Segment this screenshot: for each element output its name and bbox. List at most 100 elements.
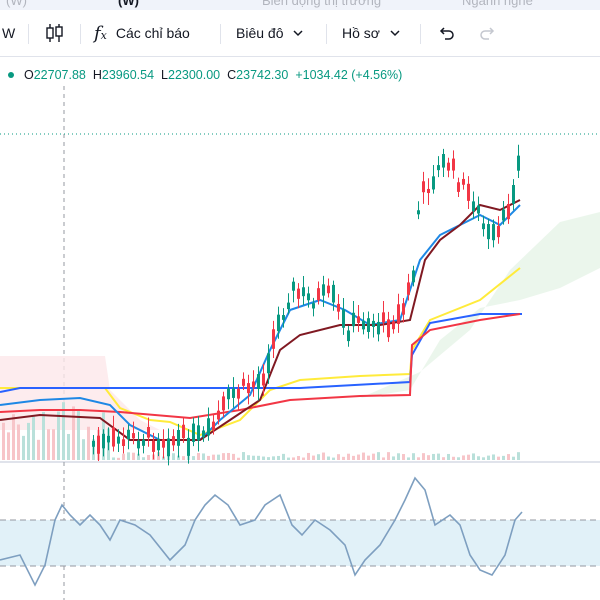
volume-bar (262, 456, 265, 460)
volume-bar (127, 452, 130, 460)
candle-body (307, 293, 310, 301)
rsi-line (0, 476, 523, 587)
volume-bar (382, 457, 385, 460)
candle-body (282, 315, 285, 320)
candle-body (457, 182, 460, 192)
volume-bar (352, 455, 355, 460)
volume-bar (222, 453, 225, 460)
high-key: H (92, 68, 102, 82)
volume-bar (147, 454, 150, 460)
chevron-down-icon (390, 30, 400, 37)
volume-bar (142, 457, 145, 460)
volume-bar (252, 455, 255, 460)
indicators-button[interactable]: fx Các chỉ báo (94, 10, 190, 56)
candle-body (342, 309, 345, 328)
candle-body (427, 188, 430, 194)
candle-body (252, 381, 255, 388)
volume-bar (412, 453, 415, 460)
volume-bar (477, 456, 480, 460)
toolbar-divider (326, 24, 327, 44)
lagging-span (0, 313, 521, 420)
volume-bar (192, 456, 195, 460)
volume-bar (42, 411, 45, 460)
candle-body (202, 430, 205, 438)
volume-bar (307, 452, 310, 460)
tab-left[interactable]: (W) (6, 0, 27, 8)
volume-bar (417, 457, 420, 460)
candle-body (422, 181, 425, 193)
volume-bar (177, 455, 180, 460)
toolbar-divider (80, 24, 81, 44)
candlesticks (92, 144, 520, 466)
low-key: L (161, 68, 168, 82)
volume-bar (277, 455, 280, 460)
candle-body (267, 353, 270, 374)
toolbar-divider (220, 24, 221, 44)
volume-bar (132, 452, 135, 460)
candle-body (277, 314, 280, 332)
volume-bar (342, 456, 345, 460)
volume-bar (497, 456, 500, 460)
candle-body (507, 203, 510, 220)
volume-bar (197, 453, 200, 460)
tab-industries[interactable]: Ngành nghề (462, 0, 533, 8)
volume-bar (297, 456, 300, 460)
volume-bar (507, 454, 510, 460)
interval-button[interactable]: W (2, 25, 16, 41)
candle-body (122, 439, 125, 446)
volume-bar (87, 426, 90, 460)
volume-bar (332, 457, 335, 460)
chart-toolbar: W fx Các chỉ báo Biêu đô Hồ sơ (0, 10, 600, 57)
candle-body (247, 383, 250, 394)
volume-bar (457, 457, 460, 460)
undo-button[interactable] (436, 10, 456, 56)
candle-body (452, 158, 455, 171)
base-line (0, 199, 521, 441)
candle-body (117, 436, 120, 444)
candle-body (462, 178, 465, 185)
volume-bar (422, 453, 425, 460)
redo-icon (480, 27, 495, 40)
candle-body (132, 433, 135, 439)
volume-bar (357, 454, 360, 460)
candle-body (92, 440, 95, 447)
candle-body (502, 209, 505, 221)
candle-body (137, 440, 140, 449)
volume-bar (502, 455, 505, 460)
candle-body (472, 201, 475, 212)
chart-type-button[interactable] (42, 10, 66, 56)
tab-bar: (W) (W) Biến động thị trường Ngành nghề (0, 0, 600, 10)
candle-body (212, 421, 215, 431)
chart-menu-button[interactable]: Biêu đô (236, 10, 305, 56)
chevron-down-icon (293, 30, 304, 37)
candle-body (362, 320, 365, 330)
candle-body (167, 438, 170, 457)
close-key: C (227, 68, 237, 82)
volume-bar (327, 456, 330, 460)
candle-body (157, 439, 160, 451)
candle-body (447, 162, 450, 171)
candle-body (102, 433, 105, 449)
status-dot-icon (8, 72, 14, 78)
volume-bar (492, 454, 495, 460)
volume-bar (122, 453, 125, 460)
volume-bar (512, 456, 515, 460)
tab-market-changes[interactable]: Biến động thị trường (262, 0, 382, 8)
candle-body (402, 303, 405, 315)
volume-bar (67, 433, 70, 460)
volume-bar (242, 452, 245, 460)
undo-icon (439, 27, 454, 40)
volume-bar (202, 453, 205, 460)
volume-bar (517, 452, 520, 460)
tab-active[interactable]: (W) (118, 0, 139, 8)
open-value: 22707.88 (33, 68, 86, 82)
volume-bar (172, 453, 175, 460)
redo-button[interactable] (478, 10, 498, 56)
profile-menu-button[interactable]: Hồ sơ (342, 10, 402, 56)
volume-bar (437, 453, 440, 460)
volume-bar (272, 456, 275, 460)
candle-body (377, 321, 380, 335)
candles-icon (46, 24, 63, 42)
candle-body (97, 435, 100, 454)
